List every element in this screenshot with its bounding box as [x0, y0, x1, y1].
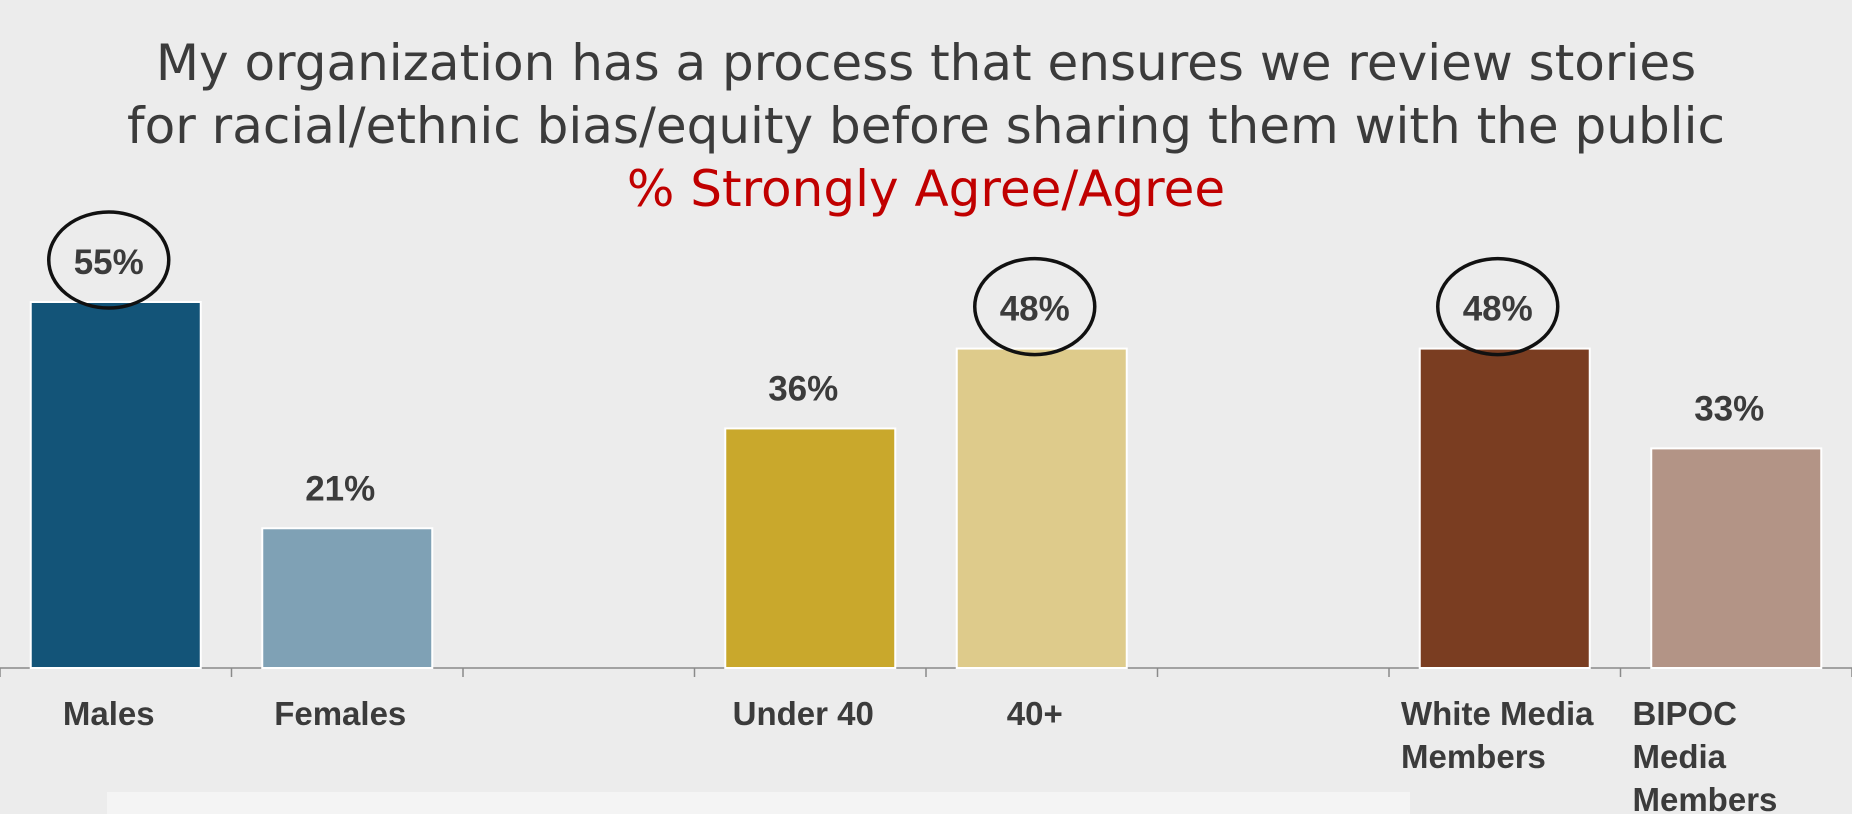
category-label: Members	[1633, 781, 1778, 814]
category-label: Under 40	[733, 695, 874, 732]
data-label: 33%	[1694, 389, 1764, 428]
chart-subtitle: % Strongly Agree/Agree	[626, 160, 1226, 218]
highlight-circle	[1436, 256, 1560, 357]
bar-bipoc-media-members	[1650, 447, 1823, 669]
category-label: Media	[1633, 738, 1727, 775]
data-label: 55%	[74, 243, 144, 282]
category-label: Members	[1401, 738, 1546, 775]
category-label: 40+	[1007, 695, 1063, 732]
category-label: BIPOC	[1633, 695, 1738, 732]
chart-title-line-2: for racial/ethnic bias/equity before sha…	[127, 97, 1725, 155]
data-label: 21%	[305, 469, 375, 508]
footer-panel	[107, 792, 1410, 814]
data-label: 36%	[768, 369, 838, 408]
category-label: Males	[63, 695, 155, 732]
bar-white-media-members	[1418, 347, 1591, 669]
bar-females	[261, 527, 434, 669]
data-label: 48%	[1463, 290, 1533, 329]
category-label: Females	[274, 695, 406, 732]
chart-title: My organization has a process that ensur…	[155, 34, 1697, 92]
category-label: White Media	[1401, 695, 1594, 732]
highlight-circle	[973, 256, 1097, 357]
highlight-circle	[47, 210, 171, 310]
bar-males	[29, 301, 202, 669]
data-label: 48%	[1000, 290, 1070, 329]
bar-40-	[955, 347, 1128, 669]
bar-under-40	[724, 427, 897, 669]
